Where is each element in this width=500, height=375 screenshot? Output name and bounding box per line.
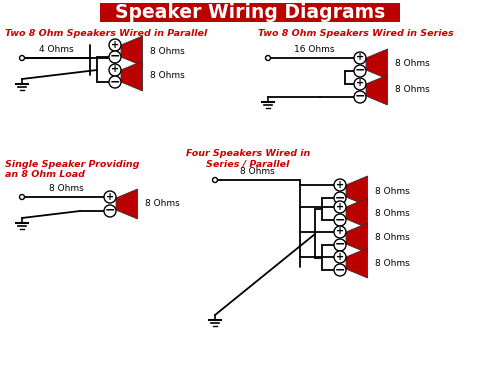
Circle shape [109, 39, 121, 51]
Circle shape [109, 51, 121, 63]
Text: −: − [335, 238, 345, 251]
Circle shape [334, 264, 346, 276]
Circle shape [20, 56, 24, 60]
Circle shape [334, 239, 346, 251]
Text: 8 Ohms: 8 Ohms [375, 186, 410, 195]
Circle shape [354, 65, 366, 77]
Polygon shape [366, 49, 388, 79]
Circle shape [20, 195, 24, 200]
Text: 8 Ohms: 8 Ohms [375, 234, 410, 243]
Text: 16 Ohms: 16 Ohms [294, 45, 334, 54]
Polygon shape [346, 248, 368, 278]
Text: Four Speakers Wired in
Series / Parallel: Four Speakers Wired in Series / Parallel [186, 149, 310, 168]
Circle shape [109, 64, 121, 76]
Polygon shape [346, 223, 368, 253]
Polygon shape [121, 61, 142, 91]
Circle shape [354, 78, 366, 90]
Circle shape [354, 52, 366, 64]
Text: −: − [355, 64, 365, 77]
Polygon shape [346, 176, 368, 206]
Circle shape [334, 226, 346, 238]
Polygon shape [116, 189, 138, 219]
Text: 8 Ohms: 8 Ohms [375, 209, 410, 218]
FancyBboxPatch shape [100, 3, 400, 22]
Text: −: − [335, 263, 345, 276]
Circle shape [334, 192, 346, 204]
Text: +: + [106, 192, 114, 201]
Text: +: + [356, 78, 364, 88]
Circle shape [266, 56, 270, 60]
Text: +: + [111, 64, 119, 75]
Text: −: − [355, 90, 365, 103]
Text: 8 Ohms: 8 Ohms [395, 60, 430, 69]
Text: 8 Ohms: 8 Ohms [395, 86, 430, 94]
Text: Two 8 Ohm Speakers Wired in Series: Two 8 Ohm Speakers Wired in Series [258, 29, 454, 38]
Text: +: + [336, 201, 344, 211]
Text: −: − [335, 213, 345, 226]
Text: +: + [336, 180, 344, 189]
Polygon shape [346, 198, 368, 228]
Text: −: − [110, 75, 120, 88]
Text: 8 Ohms: 8 Ohms [145, 200, 180, 208]
Text: −: − [110, 50, 120, 63]
Text: Two 8 Ohm Speakers Wired in Parallel: Two 8 Ohm Speakers Wired in Parallel [5, 29, 207, 38]
Text: +: + [336, 226, 344, 237]
Circle shape [104, 191, 116, 203]
Text: Speaker Wiring Diagrams: Speaker Wiring Diagrams [115, 3, 385, 22]
Text: 8 Ohms: 8 Ohms [48, 184, 84, 193]
Circle shape [212, 177, 218, 183]
Text: +: + [336, 252, 344, 261]
Text: Single Speaker Providing
an 8 Ohm Load: Single Speaker Providing an 8 Ohm Load [5, 160, 140, 179]
Circle shape [354, 91, 366, 103]
Text: 8 Ohms: 8 Ohms [150, 72, 185, 81]
Polygon shape [121, 36, 142, 66]
Text: 8 Ohms: 8 Ohms [150, 46, 185, 56]
Text: 8 Ohms: 8 Ohms [240, 167, 274, 176]
Circle shape [334, 201, 346, 213]
Text: 8 Ohms: 8 Ohms [375, 258, 410, 267]
Circle shape [334, 179, 346, 191]
Circle shape [109, 76, 121, 88]
Polygon shape [366, 75, 388, 105]
Text: 4 Ohms: 4 Ohms [38, 45, 74, 54]
Circle shape [334, 251, 346, 263]
Text: +: + [111, 39, 119, 50]
Circle shape [104, 205, 116, 217]
Text: −: − [105, 204, 115, 217]
Text: +: + [356, 53, 364, 63]
Circle shape [334, 214, 346, 226]
Text: −: − [335, 191, 345, 204]
